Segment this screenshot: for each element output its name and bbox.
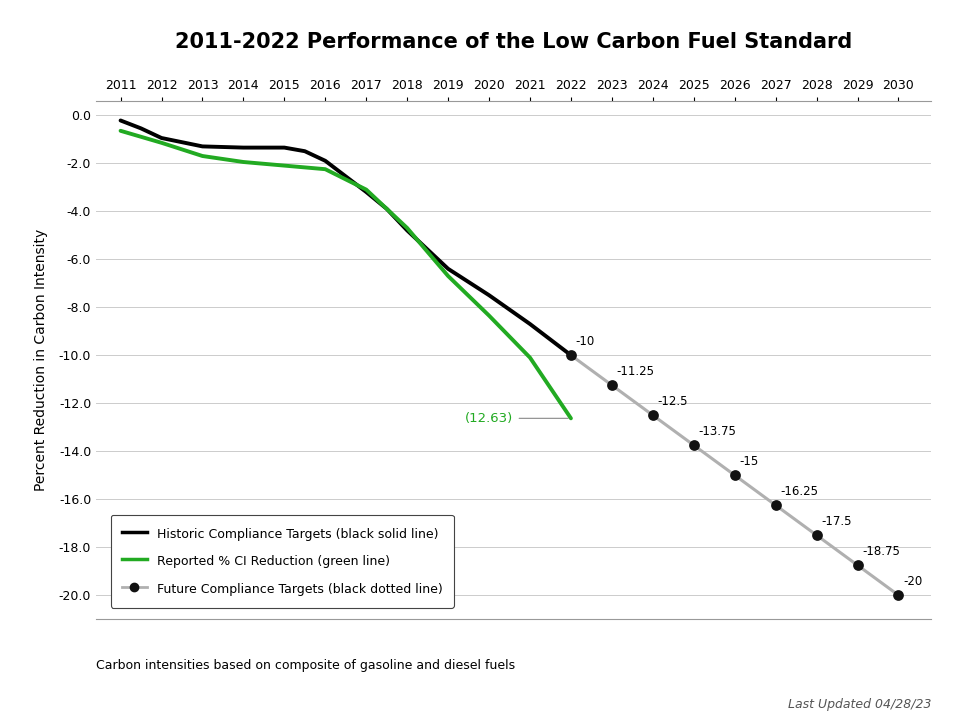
Point: [850, 559, 865, 571]
Point: [686, 439, 702, 451]
Point: [645, 410, 660, 421]
Title: 2011-2022 Performance of the Low Carbon Fuel Standard: 2011-2022 Performance of the Low Carbon …: [175, 32, 852, 52]
Point: [891, 590, 906, 601]
Y-axis label: Percent Reduction in Carbon Intensity: Percent Reduction in Carbon Intensity: [34, 229, 48, 491]
Text: -12.5: -12.5: [658, 395, 688, 408]
Point: [564, 349, 579, 361]
Text: -15: -15: [739, 455, 758, 468]
Text: -13.75: -13.75: [699, 425, 736, 438]
Text: -20: -20: [903, 575, 923, 588]
Text: -16.25: -16.25: [780, 485, 819, 498]
Point: [768, 500, 783, 511]
Text: -10: -10: [576, 335, 595, 348]
Text: -17.5: -17.5: [822, 515, 852, 528]
Point: [604, 379, 619, 391]
Text: -18.75: -18.75: [862, 545, 900, 558]
Text: Carbon intensities based on composite of gasoline and diesel fuels: Carbon intensities based on composite of…: [96, 659, 516, 672]
Legend: Historic Compliance Targets (black solid line), Reported % CI Reduction (green l: Historic Compliance Targets (black solid…: [110, 515, 454, 608]
Text: -11.25: -11.25: [616, 365, 655, 378]
Point: [809, 529, 825, 541]
Point: [727, 469, 742, 481]
Text: Last Updated 04/28/23: Last Updated 04/28/23: [788, 698, 931, 711]
Text: (12.63): (12.63): [466, 412, 568, 425]
